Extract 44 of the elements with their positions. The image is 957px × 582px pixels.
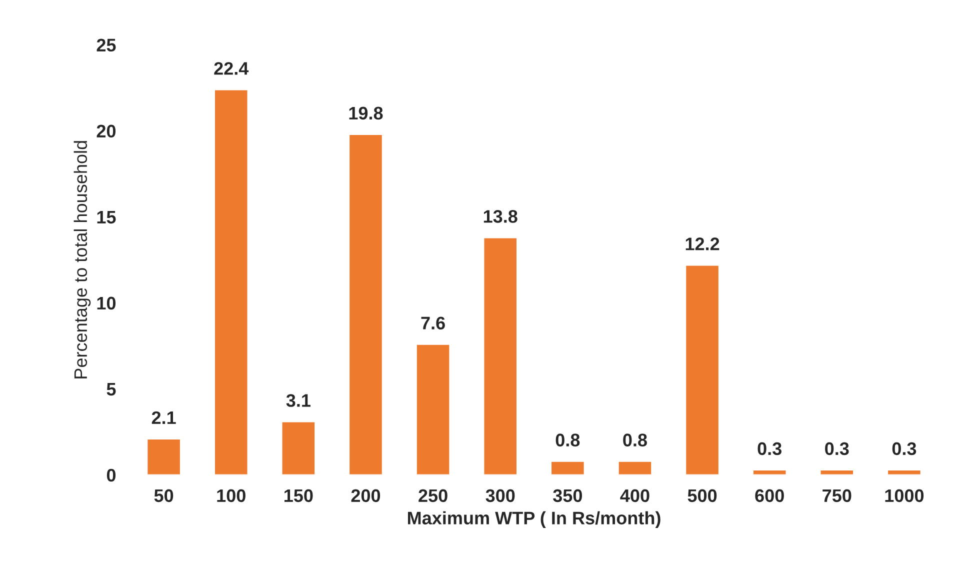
- x-tick-label: 150: [284, 489, 313, 502]
- data-label: 3.1: [286, 394, 310, 407]
- bar: [146, 438, 182, 475]
- data-label: 2.1: [152, 411, 176, 424]
- x-tick-label: 500: [688, 489, 717, 502]
- data-label: 0.3: [825, 442, 849, 456]
- y-axis-title: Percentage to total household: [74, 141, 91, 378]
- y-tick-label: 25: [96, 38, 116, 52]
- x-tick-label: 350: [553, 489, 582, 502]
- bar: [214, 88, 249, 475]
- x-tick-label: 400: [620, 489, 650, 502]
- x-tick-label: 300: [486, 489, 515, 502]
- bar: [482, 236, 518, 475]
- x-tick-label: 200: [351, 489, 380, 502]
- bar: [280, 420, 316, 475]
- x-tick-label: 250: [418, 489, 448, 502]
- y-tick-label: 10: [97, 296, 116, 310]
- data-label: 0.8: [556, 434, 580, 446]
- bar: [819, 469, 854, 475]
- data-label: 12.2: [686, 238, 720, 250]
- x-axis-title: Maximum WTP ( In Rs/month): [408, 511, 660, 528]
- x-tick-label: 50: [154, 489, 174, 502]
- y-tick-label: 20: [96, 124, 116, 138]
- bar: [752, 469, 788, 475]
- data-label: 0.3: [892, 442, 916, 456]
- y-tick-label: 15: [97, 210, 116, 224]
- bar: [617, 460, 652, 475]
- y-tick-label: 5: [106, 383, 116, 396]
- bar: [886, 469, 922, 475]
- bar: [684, 264, 720, 475]
- data-label: 19.8: [349, 106, 383, 120]
- y-tick-label: 0: [106, 468, 116, 482]
- data-label: 7.6: [421, 316, 445, 330]
- bar: [550, 460, 586, 475]
- bar: [348, 134, 384, 475]
- bar: [416, 343, 451, 475]
- x-tick-label: 100: [217, 489, 246, 502]
- x-tick-label: 1000: [885, 489, 924, 502]
- data-label: 0.8: [623, 434, 647, 446]
- data-label: 22.4: [214, 62, 249, 75]
- x-tick-label: 600: [755, 489, 784, 502]
- x-tick-label: 750: [822, 489, 852, 502]
- data-label: 0.3: [758, 442, 782, 456]
- data-label: 13.8: [484, 210, 518, 223]
